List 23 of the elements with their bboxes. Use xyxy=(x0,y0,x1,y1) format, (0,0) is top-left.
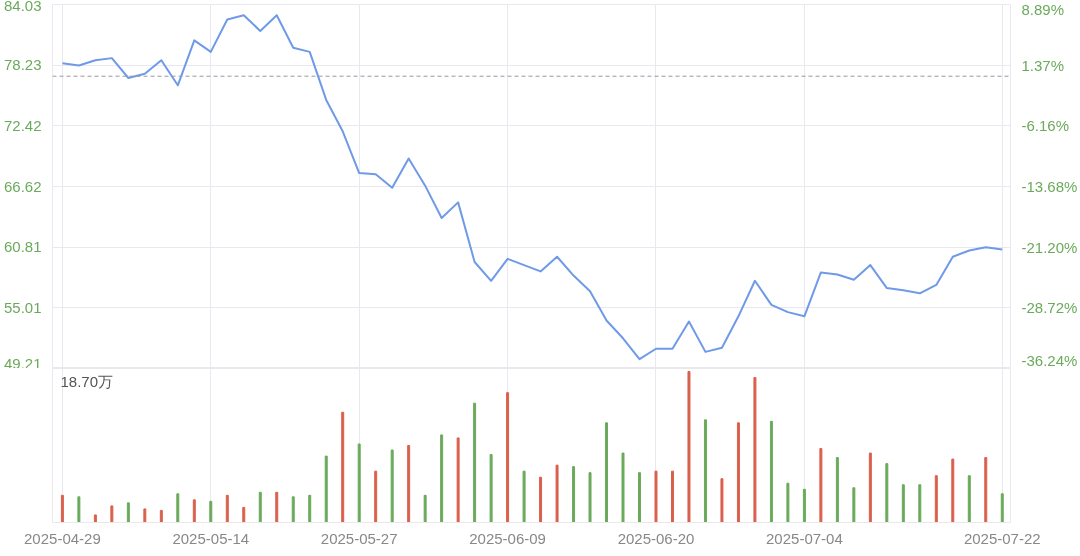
y2-tick-label: 8.89% xyxy=(1021,0,1065,18)
y-tick-label: 78.23 xyxy=(3,56,42,74)
x-tick-label: 2025-05-27 xyxy=(320,529,398,547)
y2-tick-label: -28.72% xyxy=(1021,299,1078,317)
y-tick-label: 72.42 xyxy=(3,116,42,134)
y2-tick-label: -6.16% xyxy=(1021,117,1070,135)
x-tick-label: 2025-06-20 xyxy=(617,529,695,547)
x-tick-label: 2025-07-04 xyxy=(766,529,843,547)
y-tick-label: 66.62 xyxy=(3,177,42,195)
x-tick-label: 2025-05-14 xyxy=(172,529,250,547)
x-tick-label: 2025-06-09 xyxy=(469,529,546,547)
y2-tick-label: 1.37% xyxy=(1021,56,1065,74)
y2-tick-label: -21.20% xyxy=(1021,238,1078,256)
y2-tick-label: -36.24% xyxy=(1021,351,1078,369)
y-tick-label: 60.81 xyxy=(3,238,42,256)
y-tick-label: 84.03 xyxy=(3,0,42,14)
line-series xyxy=(61,14,1004,361)
y-tick-label: 55.01 xyxy=(3,298,42,316)
x-tick-label: 2025-07-22 xyxy=(963,529,1041,547)
x-tick-label: 2025-04-29 xyxy=(24,529,101,547)
y2-tick-label: -13.68% xyxy=(1021,178,1078,196)
annotation: 18.70万 xyxy=(60,372,114,390)
y-tick-label: 49.21 xyxy=(3,354,42,372)
